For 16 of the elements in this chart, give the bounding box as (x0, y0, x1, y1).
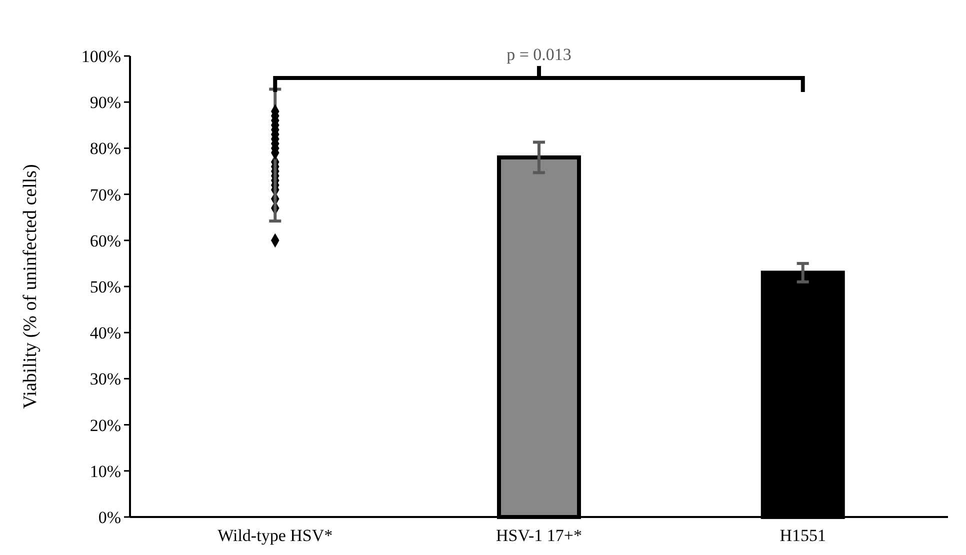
x-tick-label: HSV-1 17+* (496, 526, 582, 545)
annotation: p = 0.013 (506, 45, 572, 64)
y-tick-label: 30% (90, 370, 121, 389)
y-tick-label: 60% (90, 231, 121, 250)
y-tick-label: 10% (90, 462, 121, 481)
y-tick-label: 40% (90, 324, 121, 343)
y-tick-label: 20% (90, 416, 121, 435)
x-tick-label: Wild-type HSV* (218, 526, 333, 545)
y-tick-label: 70% (90, 185, 121, 204)
x-tick-label: H1551 (780, 526, 826, 545)
y-axis-title: Viability (% of uninfected cells) (20, 164, 41, 409)
y-tick-label: 80% (90, 139, 121, 158)
y-tick-label: 90% (90, 93, 121, 112)
y-tick-label: 50% (90, 277, 121, 296)
y-tick-label: 100% (81, 46, 121, 66)
y-tick-label: 0% (98, 508, 121, 527)
